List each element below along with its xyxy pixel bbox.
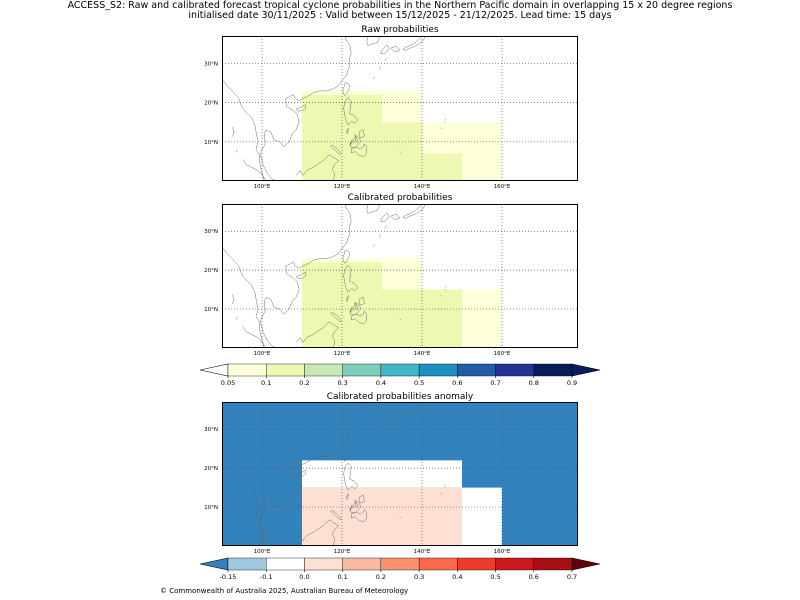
colorbar-over-arrow: [571, 363, 601, 377]
colorbar-swatch: [533, 363, 573, 377]
colorbar-swatch: [304, 363, 343, 377]
colorbar-tick-label: 0.5: [490, 573, 500, 581]
probability-region: [302, 460, 462, 488]
colorbar-tick-label: 0.5: [414, 379, 424, 387]
panel-title-anomaly: Calibrated probabilities anomaly: [327, 392, 474, 402]
colorbar-tick-label: 0.3: [337, 379, 347, 387]
colorbar-swatch: [304, 557, 343, 571]
map-area: [222, 204, 578, 348]
colorbar-tick-label: 0.8: [529, 379, 539, 387]
lon-tick-label: 120°E: [334, 351, 351, 357]
map-panel-anomaly: Calibrated probabilities anomaly 100°E 120…: [204, 392, 578, 555]
lat-tick-label: 10°N: [204, 505, 218, 511]
lat-tick-label: 30°N: [204, 61, 218, 67]
lon-tick-label: 160°E: [494, 184, 511, 190]
lat-tick-label: 10°N: [204, 307, 218, 313]
colorbar-tick-label: 0.7: [490, 379, 500, 387]
colorbar-under-arrow: [199, 363, 229, 377]
colorbar-tick-label: 0.7: [567, 573, 577, 581]
colorbar-tick-label: 0.2: [299, 379, 309, 387]
lon-tick-label: 140°E: [414, 351, 431, 357]
colorbar-swatch: [227, 557, 267, 571]
colorbar-swatch: [457, 363, 496, 377]
panel-title-raw: Raw probabilities: [361, 25, 439, 35]
lon-tick-label: 140°E: [414, 549, 431, 555]
colorbar-tick-label: 0.1: [261, 379, 271, 387]
lon-tick-label: 120°E: [334, 549, 351, 555]
probability-region: [302, 289, 462, 348]
colorbar-swatch: [495, 557, 534, 571]
colorbar-under-arrow: [199, 557, 229, 571]
colorbar-tick-label: 0.3: [414, 573, 424, 581]
colorbar-swatch: [457, 557, 496, 571]
colorbar-tick-label: 0.4: [452, 573, 462, 581]
copyright-notice: © Commonwealth of Australia 2025, Austra…: [160, 587, 409, 595]
colorbar-tick-label: 0.6: [452, 379, 462, 387]
map-frame: [222, 204, 578, 348]
lat-tick-label: 20°N: [204, 466, 218, 472]
colorbar-swatch: [418, 557, 458, 571]
colorbar-swatch: [266, 557, 305, 571]
colorbar-swatch: [418, 363, 458, 377]
colorbar-over-arrow: [571, 557, 601, 571]
probability-region: [302, 153, 462, 181]
lon-tick-label: 100°E: [254, 351, 271, 357]
lon-tick-label: 140°E: [414, 184, 431, 190]
figure-title-line2: initialised date 30/11/2025 : Valid betw…: [188, 10, 612, 21]
probability-region: [462, 487, 502, 546]
colorbar-swatch: [380, 557, 420, 571]
figure-title-line1: ACCESS_S2: Raw and calibrated forecast t…: [67, 0, 733, 11]
lat-tick-label: 30°N: [204, 427, 218, 433]
lon-tick-label: 120°E: [334, 184, 351, 190]
lon-tick-label: 100°E: [254, 549, 271, 555]
map-frame: [222, 402, 578, 546]
panel-title-calibrated: Calibrated probabilities: [348, 193, 453, 203]
colorbar-swatch: [380, 363, 420, 377]
lat-tick-label: 20°N: [204, 268, 218, 274]
map-area: [222, 402, 578, 546]
colorbar-tick-label: 0.9: [567, 379, 577, 387]
colorbar-swatch: [266, 363, 305, 377]
colorbar-tick-label: 0.4: [376, 379, 386, 387]
colorbar-tick-label: 0.2: [376, 573, 386, 581]
colorbar-anom: -0.15 -0.1 0.0 0.1 0.2 0.3 0.4 0.5 0.6 0.7: [199, 557, 601, 581]
colorbar-tick-label: -0.15: [220, 573, 237, 581]
lon-tick-label: 160°E: [494, 351, 511, 357]
colorbar-swatch: [533, 557, 573, 571]
lon-tick-label: 100°E: [254, 184, 271, 190]
lat-tick-label: 30°N: [204, 229, 218, 235]
lon-tick-label: 160°E: [494, 549, 511, 555]
colorbar-swatch: [227, 363, 267, 377]
colorbar-prob: 0.05 0.1 0.2 0.3 0.4 0.5 0.6 0.7 0.8 0.9: [199, 363, 601, 387]
colorbar-tick-label: 0.1: [337, 573, 347, 581]
probability-region: [302, 487, 462, 546]
colorbar-swatch: [495, 363, 534, 377]
colorbar-tick-label: 0.0: [299, 573, 309, 581]
map-panel-calibrated: Calibrated probabilities 100°E 120°E 140°E 1…: [204, 193, 578, 357]
colorbar-tick-label: 0.6: [529, 573, 539, 581]
colorbar-tick-label: 0.05: [221, 379, 235, 387]
colorbar-swatch: [342, 363, 382, 377]
map-panel-raw: Raw probabilities 100°E 120°E 140°E 160°E 10°…: [204, 25, 578, 190]
lat-tick-label: 20°N: [204, 101, 218, 107]
colorbar-tick-label: -0.1: [260, 573, 273, 581]
lat-tick-label: 10°N: [204, 140, 218, 146]
map-frame: [222, 36, 578, 181]
map-area: [222, 36, 578, 181]
colorbar-swatch: [342, 557, 382, 571]
